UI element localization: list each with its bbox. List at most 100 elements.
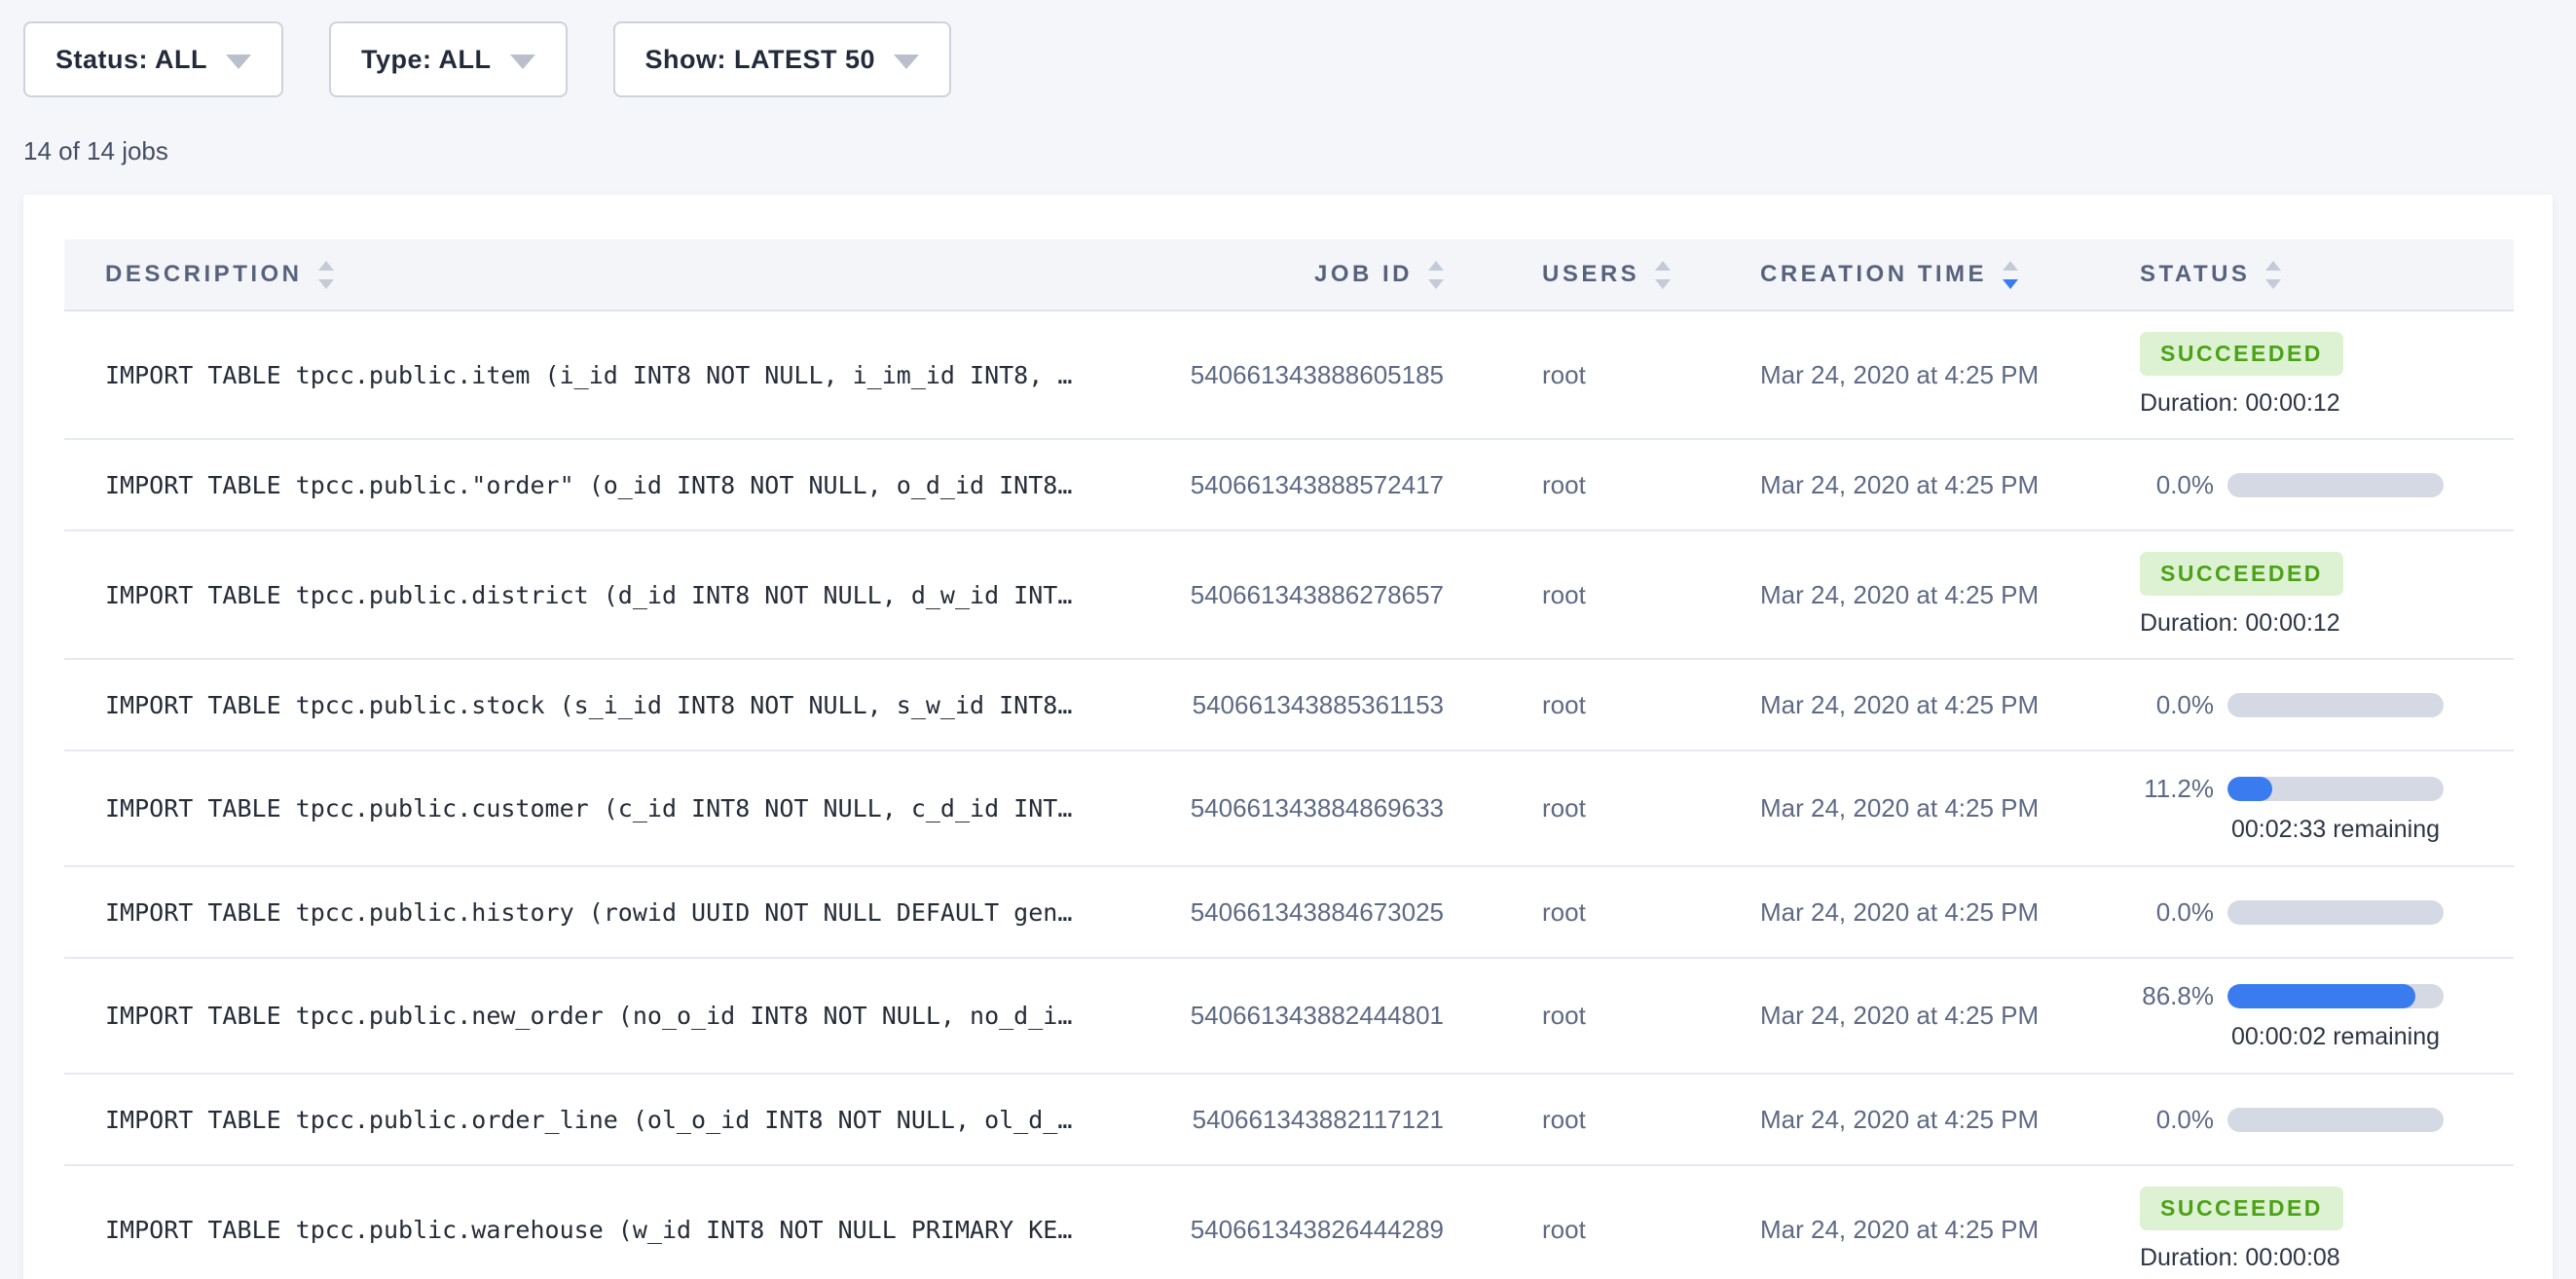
- job-user-cell: root: [1542, 896, 1586, 927]
- job-id-cell: 540661343882117121: [1192, 1104, 1444, 1134]
- progress-bar: [2227, 1107, 2444, 1132]
- filters-bar: Status: ALL Type: ALL Show: LATEST 50: [23, 21, 2553, 97]
- job-creation-time-cell: Mar 24, 2020 at 4:25 PM: [1760, 359, 2040, 389]
- progress-row: 0.0%: [2140, 1105, 2444, 1135]
- job-user-cell: root: [1542, 1214, 1586, 1244]
- column-header-label: CREATION TIME: [1760, 261, 1988, 287]
- progress-row: 0.0%: [2140, 690, 2444, 720]
- job-id-cell: 540661343884673025: [1190, 896, 1444, 927]
- progress-percent: 86.8%: [2142, 980, 2214, 1010]
- chevron-down-icon: [226, 54, 251, 69]
- job-description-cell: IMPORT TABLE tpcc.public.history (rowid …: [105, 897, 1073, 927]
- sort-icons: [2003, 260, 2019, 289]
- progress-bar: [2227, 899, 2444, 925]
- job-status-cell: 86.8% 00:00:02 remaining: [2101, 959, 2514, 1073]
- status-badge: SUCCEEDED: [2140, 332, 2343, 376]
- job-user-cell: root: [1542, 579, 1586, 609]
- job-creation-time-cell: Mar 24, 2020 at 4:25 PM: [1760, 1104, 2040, 1134]
- progress-bar-fill: [2227, 983, 2415, 1008]
- job-user-cell: root: [1542, 1104, 1586, 1134]
- progress-row: 11.2%: [2140, 774, 2444, 804]
- type-filter-label: Type: ALL: [361, 44, 492, 74]
- sort-asc-icon: [317, 260, 334, 271]
- job-creation-time-cell: Mar 24, 2020 at 4:25 PM: [1760, 793, 2040, 822]
- progress-bar: [2227, 776, 2444, 801]
- table-row: IMPORT TABLE tpcc.public.order_line (ol_…: [64, 1075, 2514, 1166]
- column-header-description[interactable]: DESCRIPTION: [64, 239, 1137, 310]
- progress-bar: [2227, 472, 2444, 497]
- progress-percent: 0.0%: [2155, 689, 2214, 719]
- chevron-down-icon: [509, 54, 535, 69]
- sort-icons: [317, 260, 334, 289]
- table-body: IMPORT TABLE tpcc.public.item (i_id INT8…: [64, 311, 2514, 1279]
- type-filter-dropdown[interactable]: Type: ALL: [329, 21, 568, 97]
- job-description-cell: IMPORT TABLE tpcc.public.warehouse (w_id…: [105, 1215, 1073, 1244]
- job-user-cell: root: [1542, 689, 1586, 719]
- table-row: IMPORT TABLE tpcc.public.district (d_id …: [64, 531, 2514, 660]
- table-row: IMPORT TABLE tpcc.public.warehouse (w_id…: [64, 1166, 2514, 1279]
- jobs-table-card: DESCRIPTION JOB ID USERS CREATION TIME STATU…: [23, 195, 2553, 1279]
- jobs-count-summary: 14 of 14 jobs: [23, 136, 168, 165]
- job-status-cell: 0.0%: [2101, 1075, 2514, 1164]
- show-filter-dropdown[interactable]: Show: LATEST 50: [612, 21, 952, 97]
- job-description-cell: IMPORT TABLE tpcc.public.item (i_id INT8…: [105, 360, 1073, 389]
- show-filter-label: Show: LATEST 50: [644, 44, 876, 74]
- job-id-cell: 540661343888605185: [1190, 359, 1444, 389]
- job-description-cell: IMPORT TABLE tpcc.public.district (d_id …: [105, 580, 1073, 609]
- column-header-label: JOB ID: [1313, 261, 1413, 287]
- job-id-cell: 540661343886278657: [1190, 579, 1444, 609]
- status-filter-dropdown[interactable]: Status: ALL: [23, 21, 283, 97]
- job-status-cell: 11.2% 00:02:33 remaining: [2101, 751, 2514, 865]
- job-status-cell: SUCCEEDED Duration: 00:00:12: [2101, 311, 2514, 438]
- job-description-cell: IMPORT TABLE tpcc.public.new_order (no_o…: [105, 1002, 1073, 1030]
- job-id-cell: 540661343882444801: [1190, 1001, 1444, 1030]
- job-user-cell: root: [1542, 359, 1586, 389]
- chevron-down-icon: [894, 54, 920, 69]
- job-description-cell: IMPORT TABLE tpcc.public."order" (o_id I…: [105, 470, 1073, 499]
- job-creation-time-cell: Mar 24, 2020 at 4:25 PM: [1760, 896, 2040, 927]
- table-header-row: DESCRIPTION JOB ID USERS CREATION TIME STATU…: [64, 239, 2514, 311]
- progress-percent: 11.2%: [2144, 773, 2214, 803]
- job-status-cell: SUCCEEDED Duration: 00:00:08: [2101, 1166, 2514, 1279]
- progress-row: 0.0%: [2140, 897, 2444, 928]
- sort-desc-icon: [2003, 278, 2019, 289]
- status-badge: SUCCEEDED: [2140, 552, 2343, 596]
- table-row: IMPORT TABLE tpcc.public.history (rowid …: [64, 867, 2514, 959]
- progress-bar: [2227, 983, 2444, 1008]
- sort-desc-icon: [2265, 278, 2282, 289]
- job-creation-time-cell: Mar 24, 2020 at 4:25 PM: [1760, 469, 2040, 499]
- sort-desc-icon: [1428, 278, 1444, 289]
- job-id-cell: 540661343884869633: [1190, 793, 1444, 822]
- job-status-cell: 0.0%: [2101, 660, 2514, 749]
- table-row: IMPORT TABLE tpcc.public."order" (o_id I…: [64, 440, 2514, 531]
- sort-icons: [1655, 260, 1672, 289]
- job-creation-time-cell: Mar 24, 2020 at 4:25 PM: [1760, 1214, 2040, 1244]
- table-row: IMPORT TABLE tpcc.public.new_order (no_o…: [64, 959, 2514, 1075]
- job-id-cell: 540661343826444289: [1190, 1214, 1444, 1244]
- column-header-label: DESCRIPTION: [105, 261, 303, 287]
- progress-percent: 0.0%: [2155, 1104, 2214, 1134]
- job-creation-time-cell: Mar 24, 2020 at 4:25 PM: [1760, 1001, 2040, 1030]
- progress-row: 0.0%: [2140, 470, 2444, 500]
- job-creation-time-cell: Mar 24, 2020 at 4:25 PM: [1760, 689, 2040, 719]
- column-header-creation_time[interactable]: CREATION TIME: [1721, 239, 2101, 310]
- sort-desc-icon: [317, 278, 334, 289]
- job-user-cell: root: [1542, 793, 1586, 822]
- sort-asc-icon: [2003, 260, 2019, 271]
- sort-asc-icon: [2265, 260, 2282, 271]
- column-header-users[interactable]: USERS: [1497, 239, 1721, 310]
- job-user-cell: root: [1542, 469, 1586, 499]
- table-row: IMPORT TABLE tpcc.public.item (i_id INT8…: [64, 311, 2514, 440]
- job-status-cell: 0.0%: [2101, 440, 2514, 530]
- column-header-job_id[interactable]: JOB ID: [1137, 239, 1497, 310]
- job-status-cell: SUCCEEDED Duration: 00:00:12: [2101, 531, 2514, 658]
- progress-bar-fill: [2227, 776, 2272, 801]
- duration-label: Duration: 00:00:08: [2140, 1244, 2340, 1271]
- duration-label: Duration: 00:00:12: [2140, 389, 2340, 417]
- job-id-cell: 540661343888572417: [1190, 469, 1444, 499]
- column-header-status[interactable]: STATUS: [2101, 239, 2514, 310]
- time-remaining-label: 00:02:33 remaining: [2230, 815, 2441, 843]
- sort-desc-icon: [1655, 278, 1672, 289]
- job-description-cell: IMPORT TABLE tpcc.public.order_line (ol_…: [105, 1105, 1073, 1134]
